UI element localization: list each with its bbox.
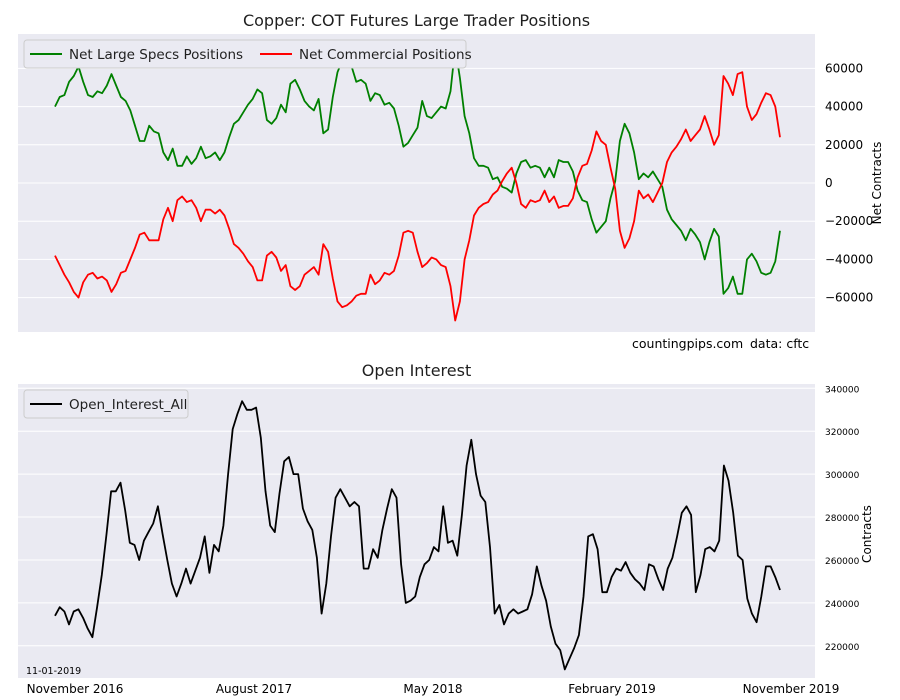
x-tick-label: February 2019 bbox=[568, 682, 656, 696]
oi-y-axis-label: Contracts bbox=[860, 505, 874, 563]
oi-series-group bbox=[54, 400, 781, 671]
oi-plot-area bbox=[18, 384, 815, 678]
y-tick-label: 340000 bbox=[825, 385, 860, 395]
data-source-note: data: cftc bbox=[750, 336, 809, 351]
legend-label-specs: Net Large Specs Positions bbox=[69, 47, 243, 63]
cot-series-group bbox=[54, 46, 781, 322]
report-date: 11-01-2019 bbox=[26, 666, 81, 677]
y-tick-label: 220000 bbox=[825, 643, 860, 653]
y-tick-label: 260000 bbox=[825, 557, 860, 567]
y-tick-label: −20000 bbox=[825, 214, 873, 228]
oi-legend-frame bbox=[23, 389, 189, 419]
cot-y-axis-label: Net Contracts bbox=[870, 142, 884, 225]
open-interest-chart: Open Interest 220000 240000 260000 280000 30… bbox=[18, 361, 874, 696]
legend-label-open-interest: Open_Interest_All bbox=[69, 397, 187, 413]
y-tick-label: 20000 bbox=[825, 138, 863, 152]
source-credit: countingpips.com bbox=[632, 336, 743, 351]
y-tick-label: 240000 bbox=[825, 600, 860, 610]
x-tick-label: November 2019 bbox=[743, 682, 840, 696]
cot-chart-title: Copper: COT Futures Large Trader Positio… bbox=[243, 11, 590, 30]
x-tick-label: May 2018 bbox=[403, 682, 462, 696]
y-tick-label: −60000 bbox=[825, 291, 873, 305]
y-tick-label: 60000 bbox=[825, 61, 863, 75]
series-line-0-1 bbox=[54, 71, 781, 322]
oi-gridlines bbox=[18, 387, 815, 647]
oi-y-ticks: 220000 240000 260000 280000 300000 320000 3400… bbox=[825, 385, 860, 653]
y-tick-label: −40000 bbox=[825, 252, 873, 266]
series-line-0-0 bbox=[54, 46, 781, 295]
cot-chart: Copper: COT Futures Large Trader Positio… bbox=[18, 11, 884, 351]
x-tick-label: August 2017 bbox=[216, 682, 292, 696]
oi-x-ticks: November 2016 August 2017 May 2018 February… bbox=[27, 682, 840, 696]
x-tick-label: November 2016 bbox=[27, 682, 124, 696]
cot-y-ticks: −60000 −40000 −20000 0 20000 40000 60000 bbox=[825, 61, 873, 304]
y-tick-label: 280000 bbox=[825, 514, 860, 524]
oi-chart-title: Open Interest bbox=[362, 361, 471, 380]
series-line-1-0 bbox=[54, 400, 781, 671]
y-tick-label: 0 bbox=[825, 176, 833, 190]
y-tick-label: 300000 bbox=[825, 471, 860, 481]
cot-legend: Net Large Specs Positions Net Commercial… bbox=[23, 39, 472, 69]
legend-label-commercial: Net Commercial Positions bbox=[299, 47, 472, 63]
y-tick-label: 40000 bbox=[825, 100, 863, 114]
cot-gridlines bbox=[18, 67, 815, 299]
oi-legend: Open_Interest_All bbox=[23, 389, 189, 419]
cot-legend-frame bbox=[23, 39, 467, 69]
y-tick-label: 320000 bbox=[825, 428, 860, 438]
